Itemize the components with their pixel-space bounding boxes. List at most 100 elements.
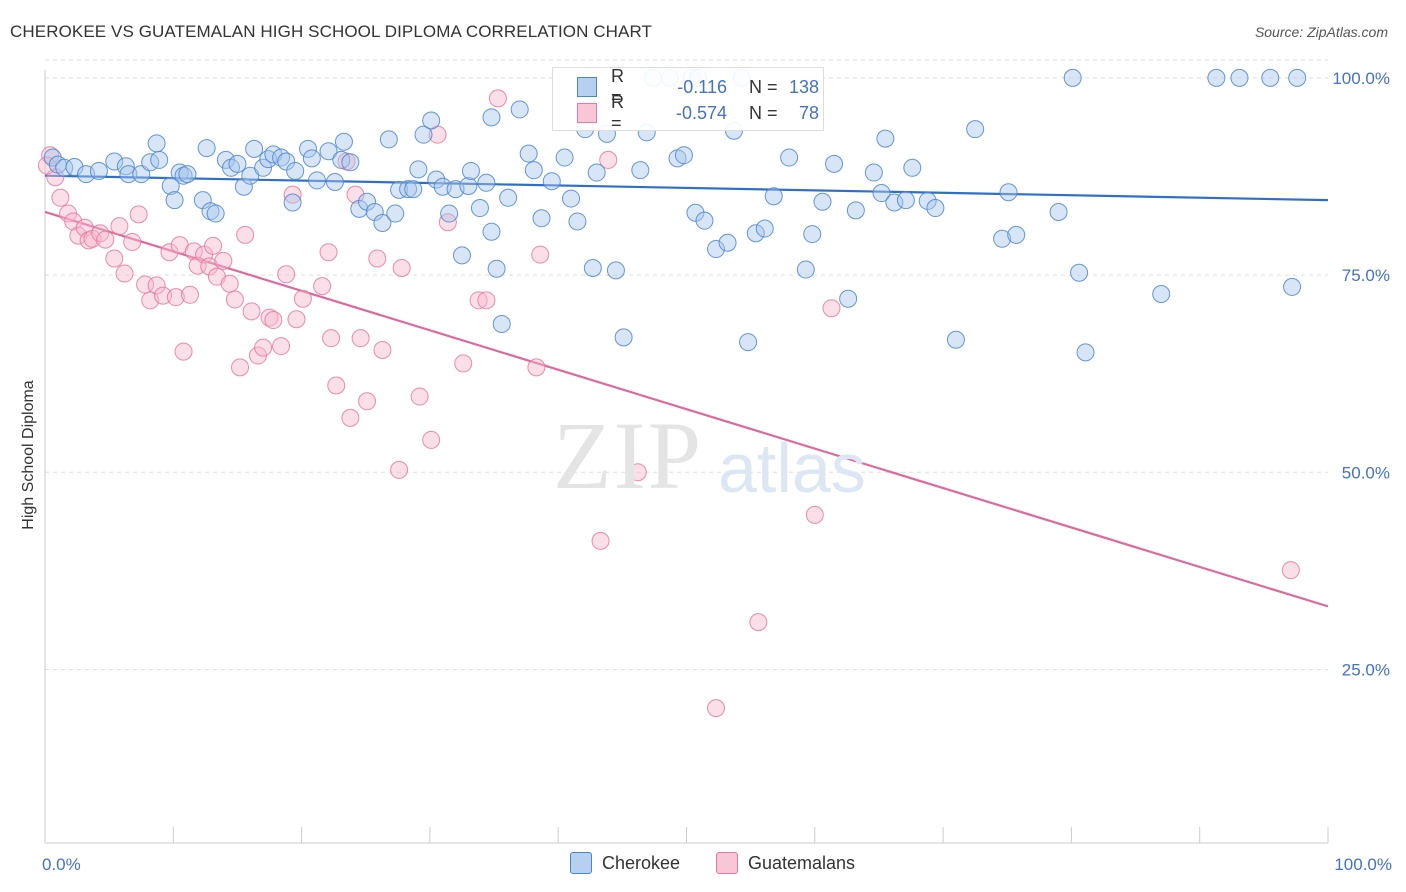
guatemalan-point <box>749 613 768 632</box>
r-label: R = <box>611 92 624 133</box>
guatemalan-point <box>422 430 441 449</box>
cherokee-point <box>379 130 398 149</box>
guatemalan-point <box>105 249 124 268</box>
cherokee-point <box>739 333 758 352</box>
guatemalan-point <box>110 217 129 236</box>
guatemalan-point <box>272 337 291 356</box>
cherokee-point <box>440 204 459 223</box>
cherokee-point <box>562 189 581 208</box>
cherokee-point <box>1288 68 1307 87</box>
cherokee-point <box>966 120 985 139</box>
correlation-legend: R = -0.116 N = 138 R = -0.574 N = 78 <box>552 66 824 133</box>
cherokee-point <box>55 158 74 177</box>
guatemalan-point <box>64 212 83 231</box>
cherokee-point <box>161 176 180 195</box>
cherokee-point <box>459 176 478 195</box>
cherokee-point <box>286 161 305 180</box>
cherokee-point <box>245 139 264 158</box>
cherokee-point <box>993 229 1012 248</box>
y-tick-label: 25.0% <box>1342 660 1390 679</box>
cherokee-point <box>487 259 506 278</box>
guatemalan-point <box>123 232 142 251</box>
cherokee-point <box>1230 68 1249 87</box>
cherokee-point <box>277 152 296 171</box>
cherokee-point <box>885 193 904 212</box>
guatemalan-point <box>236 225 255 244</box>
guatemalan-point <box>368 249 387 268</box>
guatemalan-point <box>220 274 239 293</box>
cherokee-point <box>587 163 606 182</box>
guatemalan-point <box>225 290 244 309</box>
n-value: 78 <box>798 102 819 123</box>
cherokee-point <box>555 148 574 167</box>
guatemalan-point <box>41 146 60 165</box>
cherokee-point <box>686 203 705 222</box>
cherokee-point <box>674 146 693 165</box>
cherokee-trend-line <box>44 174 1329 202</box>
guatemalan-point <box>277 265 296 284</box>
guatemalan-point <box>160 243 179 262</box>
guatemalan-point <box>319 243 338 262</box>
cherokee-point <box>373 214 392 233</box>
guatemalan-point <box>707 699 726 718</box>
cherokee-point <box>119 165 138 184</box>
r-label: R = <box>611 66 624 107</box>
cherokee-point <box>695 211 714 230</box>
cherokee-point <box>825 154 844 173</box>
cherokee-point <box>341 153 360 172</box>
cherokee-point <box>568 212 587 231</box>
cherokee-point <box>409 160 428 179</box>
cherokee-point <box>846 201 865 220</box>
cherokee-point <box>228 154 247 173</box>
cherokee-point <box>89 161 108 180</box>
cherokee-point <box>1007 225 1026 244</box>
cherokee-point <box>150 150 169 169</box>
cherokee-point <box>254 158 273 177</box>
cherokee-point <box>299 139 318 158</box>
scatter-points <box>37 68 1307 718</box>
cherokee-point <box>234 177 253 196</box>
cherokee-legend-swatch <box>570 852 592 874</box>
n-label: N = <box>749 76 778 97</box>
cherokee-swatch <box>577 77 597 97</box>
guatemalan-point <box>204 236 223 255</box>
cherokee-point <box>780 148 799 167</box>
cherokee-point <box>872 184 891 203</box>
guatemalan-point <box>174 342 193 361</box>
trend-lines <box>44 174 1329 608</box>
cherokee-point <box>839 289 858 308</box>
cherokee-point <box>1207 68 1226 87</box>
cherokee-point <box>404 180 423 199</box>
guatemalan-legend-swatch <box>716 852 738 874</box>
guatemalan-point <box>358 392 377 411</box>
cherokee-point <box>510 100 529 119</box>
legend-item-guatemalans: Guatemalans <box>716 852 855 874</box>
guatemalan-point <box>477 291 496 310</box>
cherokee-point <box>386 204 405 223</box>
source-label: Source: ZipAtlas.com <box>1254 24 1388 40</box>
guatemalan-point <box>147 276 166 295</box>
cherokee-point <box>390 180 409 199</box>
guatemalan-point <box>287 310 306 329</box>
cherokee-point <box>903 158 922 177</box>
guatemalan-point <box>805 505 824 524</box>
cherokee-point <box>1070 263 1089 282</box>
cherokee-point <box>746 224 765 243</box>
cherokee-point <box>452 246 471 265</box>
guatemalan-point <box>454 354 473 373</box>
watermark-zip: ZIP <box>553 402 703 509</box>
cherokee-point <box>307 171 326 190</box>
cherokee-point <box>201 202 220 221</box>
cherokee-point <box>532 209 551 228</box>
x-tick-label-min: 0.0% <box>42 855 81 874</box>
cherokee-point <box>1063 68 1082 87</box>
cherokee-point <box>876 129 895 148</box>
cherokee-point <box>283 193 302 212</box>
chart-title: CHEROKEE VS GUATEMALAN HIGH SCHOOL DIPLO… <box>10 22 653 41</box>
cherokee-point <box>999 183 1018 202</box>
cherokee-point <box>631 161 650 180</box>
cherokee-point <box>524 161 543 180</box>
cherokee-point <box>302 149 321 168</box>
guatemalan-point <box>166 288 185 307</box>
legend-row-cherokee: R = -0.116 N = 138 <box>577 66 819 107</box>
